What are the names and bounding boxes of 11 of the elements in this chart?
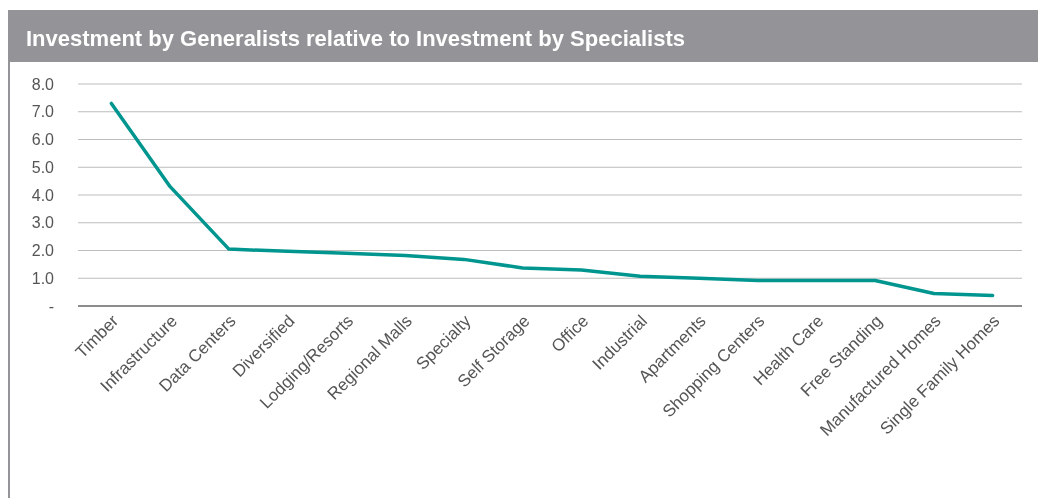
y-tick-label: 5.0 (31, 158, 55, 176)
chart-title: Investment by Generalists relative to Investment by Specialists (26, 26, 686, 51)
y-tick-label: 4.0 (31, 186, 55, 204)
y-tick-label: 3.0 (31, 214, 55, 232)
y-tick-label: 2.0 (31, 242, 55, 260)
y-tick-label: 7.0 (31, 103, 55, 121)
y-tick-label: 6.0 (31, 131, 55, 149)
line-series (109, 101, 995, 298)
y-tick-label: 8.0 (31, 75, 55, 93)
y-tick-label: - (48, 297, 54, 315)
y-tick-label: 1.0 (31, 269, 55, 287)
